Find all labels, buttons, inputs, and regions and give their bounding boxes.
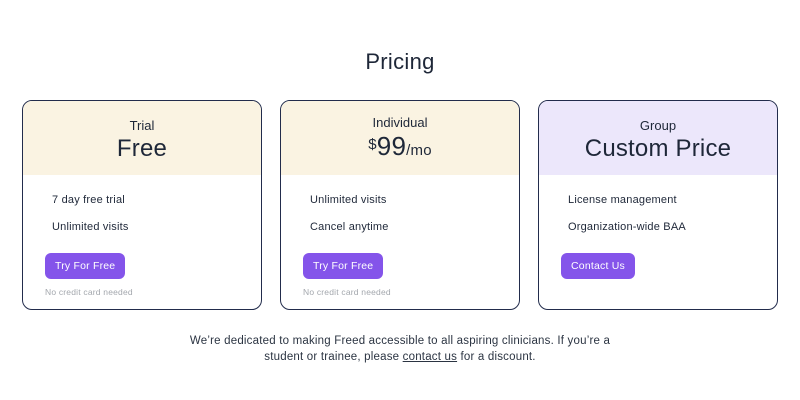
footer-line1: We’re dedicated to making Freed accessib…: [189, 335, 611, 347]
price-period: /mo: [406, 142, 432, 159]
card-header: Group Custom Price: [539, 101, 777, 175]
price: Custom Price: [584, 134, 732, 162]
tier-name: Group: [639, 117, 677, 133]
tier-name: Trial: [129, 117, 155, 133]
card-body: License management Organization-wide BAA…: [539, 175, 777, 279]
try-for-free-button[interactable]: Try For Free: [303, 253, 384, 279]
price-currency: $: [368, 136, 377, 153]
page-title: Pricing: [365, 49, 435, 74]
price: Free: [116, 134, 168, 162]
card-body: Unlimited visits Cancel anytime Try For …: [281, 175, 519, 297]
feature-item: License management: [568, 194, 677, 206]
card-header: Individual $99/mo: [281, 101, 519, 175]
feature-item: Unlimited visits: [310, 194, 387, 206]
footer-line2-pre: student or trainee, please: [264, 350, 403, 363]
fine-print: No credit card needed: [303, 287, 391, 297]
footer-line2-post: for a discount.: [457, 350, 536, 363]
price: $99/mo: [368, 131, 431, 166]
card-body: 7 day free trial Unlimited visits Try Fo…: [23, 175, 261, 297]
card-header: Trial Free: [23, 101, 261, 175]
contact-us-link[interactable]: contact us: [402, 350, 458, 363]
fine-print: No credit card needed: [45, 287, 133, 297]
footer-note: We’re dedicated to making Freed accessib…: [0, 334, 800, 365]
contact-us-button[interactable]: Contact Us: [561, 253, 635, 279]
feature-item: Organization-wide BAA: [568, 221, 686, 233]
try-for-free-button[interactable]: Try For Free: [45, 253, 126, 279]
pricing-card-group: Group Custom Price License management Or…: [538, 100, 778, 310]
feature-item: 7 day free trial: [52, 194, 125, 206]
price-amount: 99: [376, 131, 407, 161]
feature-item: Cancel anytime: [310, 221, 389, 233]
pricing-card-trial: Trial Free 7 day free trial Unlimited vi…: [22, 100, 262, 310]
pricing-card-individual: Individual $99/mo Unlimited visits Cance…: [280, 100, 520, 310]
pricing-cards-row: Trial Free 7 day free trial Unlimited vi…: [0, 100, 800, 310]
tier-name: Individual: [372, 115, 428, 130]
feature-item: Unlimited visits: [52, 221, 129, 233]
